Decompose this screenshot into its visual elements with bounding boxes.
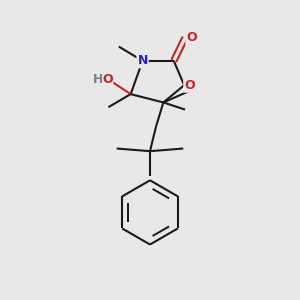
- Text: O: O: [103, 73, 113, 86]
- Text: O: O: [186, 31, 197, 44]
- Text: N: N: [137, 54, 148, 67]
- Text: H: H: [93, 73, 103, 86]
- Text: O: O: [184, 79, 195, 92]
